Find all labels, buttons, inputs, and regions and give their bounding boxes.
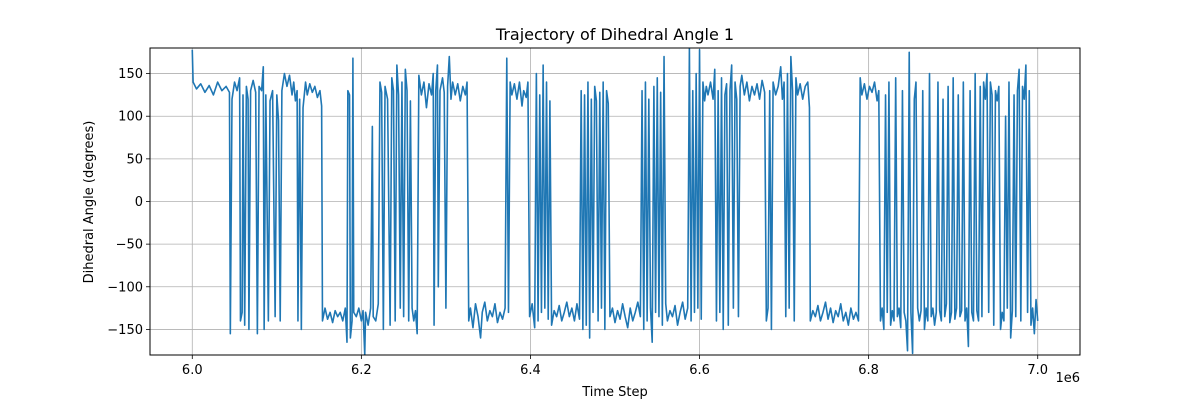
y-tick-label: −100 xyxy=(107,280,143,295)
y-tick-label: 0 xyxy=(135,195,143,210)
x-tick-label: 6.4 xyxy=(520,363,541,378)
y-tick-label: 50 xyxy=(126,152,143,167)
x-axis-offset-label: 1e6 xyxy=(1055,371,1080,386)
x-axis-label: Time Step xyxy=(581,385,648,400)
y-axis-ticks: 150 100 50 0 −50 −100 −150 xyxy=(107,67,150,338)
x-axis-ticks: 6.0 6.2 6.4 6.6 6.8 7.0 xyxy=(182,355,1048,378)
x-tick-label: 7.0 xyxy=(1027,363,1048,378)
x-tick-label: 6.2 xyxy=(351,363,372,378)
chart-title: Trajectory of Dihedral Angle 1 xyxy=(495,25,734,44)
x-tick-label: 6.6 xyxy=(689,363,710,378)
series-line xyxy=(191,48,1039,355)
y-tick-label: 150 xyxy=(118,67,143,82)
x-tick-label: 6.0 xyxy=(182,363,203,378)
x-tick-label: 6.8 xyxy=(858,363,879,378)
y-tick-label: 100 xyxy=(118,110,143,125)
y-tick-label: −50 xyxy=(116,238,143,253)
y-tick-label: −150 xyxy=(107,323,143,338)
y-axis-label: Dihedral Angle (degrees) xyxy=(82,121,97,284)
series-layer xyxy=(191,48,1039,355)
grid xyxy=(150,48,1080,355)
